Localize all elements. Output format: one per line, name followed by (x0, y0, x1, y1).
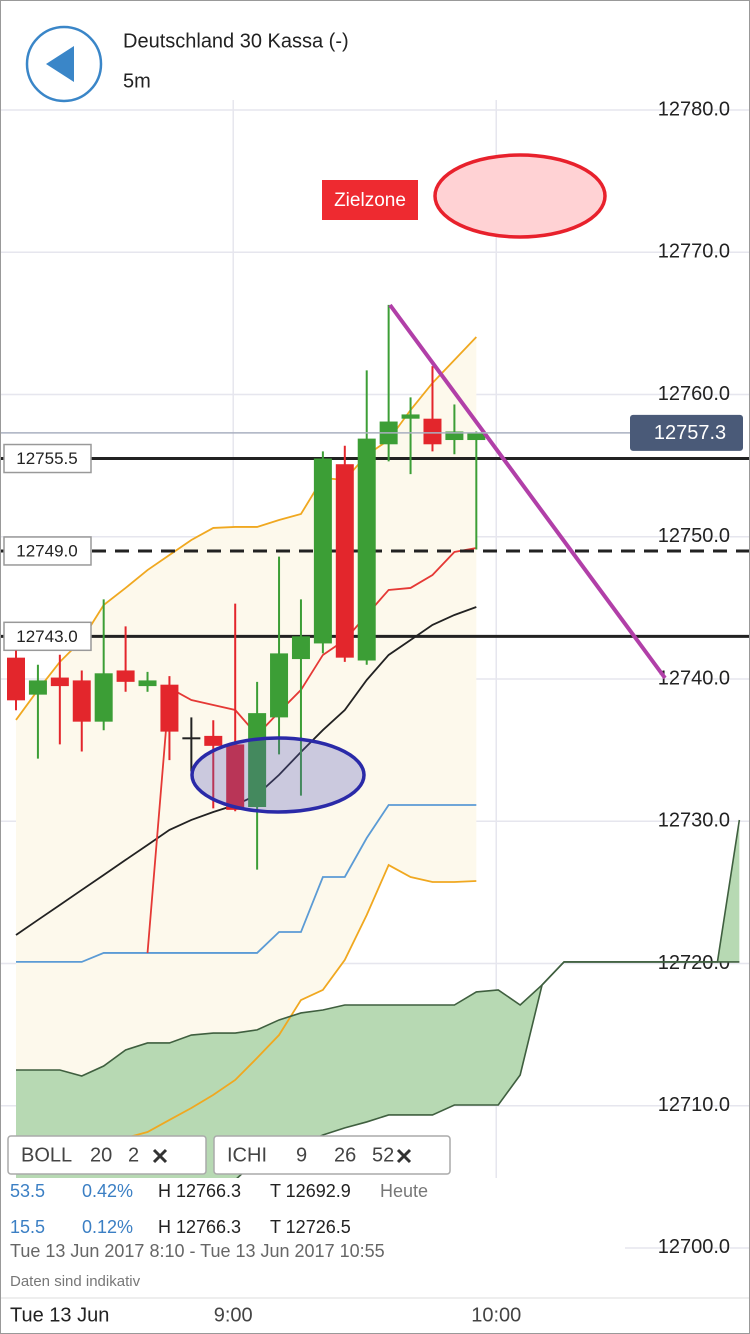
chip-close[interactable] (396, 1148, 412, 1164)
marked-zone (190, 736, 366, 814)
chip-param: 52 (372, 1144, 394, 1166)
y-tick-label: 12740.0 (658, 667, 730, 689)
chip-param: 2 (128, 1144, 139, 1166)
title: Deutschland 30 Kassa (-) (123, 30, 349, 52)
x-tick-label: 9:00 (214, 1304, 253, 1326)
low: T 12692.9 (270, 1181, 351, 1201)
change: 15.5 (10, 1217, 45, 1237)
last-price: 12757.3 (0, 414, 743, 451)
trend-line (388, 303, 667, 680)
candle-body (204, 735, 223, 746)
indicator-line (146, 547, 477, 954)
candle-body (357, 438, 376, 661)
chip-close[interactable] (152, 1148, 168, 1164)
candle-body (291, 636, 310, 660)
y-tick-label: 12760.0 (658, 383, 730, 405)
chip-box (7, 1135, 207, 1175)
candle-body (226, 744, 245, 810)
x-tick-label: 10:00 (471, 1304, 521, 1326)
chip-param: 20 (90, 1144, 112, 1166)
y-tick-label: 12730.0 (658, 810, 730, 832)
low: T 12726.5 (270, 1217, 351, 1237)
change: 53.5 (10, 1181, 45, 1201)
indicator-chip[interactable]: ICHI 9 26 52 (213, 1135, 451, 1175)
candle-body (28, 680, 47, 695)
last-price-label: 12757.3 (654, 422, 726, 444)
disclaimer: Daten sind indikativ (10, 1273, 141, 1290)
candle-body (445, 431, 464, 441)
candles (7, 304, 486, 870)
annotation: Zielzone (334, 190, 406, 211)
y-tick-label: 12770.0 (658, 241, 730, 263)
price-level-box (3, 621, 92, 652)
y-tick-label: 12710.0 (658, 1094, 730, 1116)
info-panel (0, 1178, 625, 1298)
chip-param: 26 (334, 1144, 356, 1166)
indicator-line (236, 819, 741, 1178)
candle-body (138, 680, 157, 687)
date-label: Tue 13 Jun (10, 1304, 109, 1326)
chip-box (213, 1135, 451, 1175)
candle-body (313, 458, 332, 644)
target-zone (433, 153, 607, 239)
indicator-chips: BOLL 20 2 ICHI 9 26 52 (7, 1135, 451, 1175)
high: H 12766.3 (158, 1181, 241, 1201)
candle-body (116, 670, 135, 682)
price-level-box (3, 443, 92, 474)
indicator-line (15, 336, 477, 721)
indicator-chip[interactable]: BOLL 20 2 (7, 1135, 207, 1175)
candle-body (423, 418, 442, 445)
indicator-line (15, 606, 477, 936)
price-level-label: 12749.0 (16, 541, 77, 560)
price-level-box (3, 536, 92, 566)
y-tick-label: 12780.0 (658, 98, 730, 120)
candle-body (335, 464, 354, 658)
y-tick-label: 12720.0 (658, 952, 730, 974)
subtitle: 5m (123, 70, 151, 92)
range: Tue 13 Jun 2017 8:10 - Tue 13 Jun 2017 1… (10, 1241, 385, 1261)
candle-body (50, 677, 69, 687)
chip-param: 9 (296, 1144, 307, 1166)
change-pct: 0.12% (82, 1217, 133, 1237)
candle-body (401, 414, 420, 419)
y-tick-label: 12750.0 (658, 525, 730, 547)
header (0, 0, 750, 100)
candle-body (270, 653, 289, 718)
candle-body (467, 432, 486, 441)
chip-name: BOLL (21, 1144, 72, 1166)
candle-body (160, 684, 179, 732)
chip-name: ICHI (227, 1144, 267, 1166)
indicator-lines (15, 336, 741, 1178)
candle-body (248, 713, 267, 808)
note: Heute (380, 1181, 428, 1201)
x-axis: 9:00 10:00 (0, 1297, 750, 1326)
stats: 53.5 0.42% H 12766.3 T 12692.9 Heute 15.5 0.12… (10, 1181, 428, 1237)
last-price-box (630, 414, 743, 451)
candle-body (94, 673, 113, 722)
candle-body (72, 680, 91, 722)
price-level-label: 12755.5 (16, 449, 77, 468)
price-level-label: 12743.0 (16, 627, 77, 646)
cloud-fill (16, 819, 740, 1178)
high: H 12766.3 (158, 1217, 241, 1237)
y-tick-label: 12700.0 (658, 1236, 730, 1258)
change-pct: 0.42% (82, 1181, 133, 1201)
candle-body (182, 737, 201, 740)
indicator-line (16, 804, 477, 963)
annotation-box (322, 180, 418, 220)
back-icon (46, 46, 74, 82)
candle-body (7, 657, 25, 701)
